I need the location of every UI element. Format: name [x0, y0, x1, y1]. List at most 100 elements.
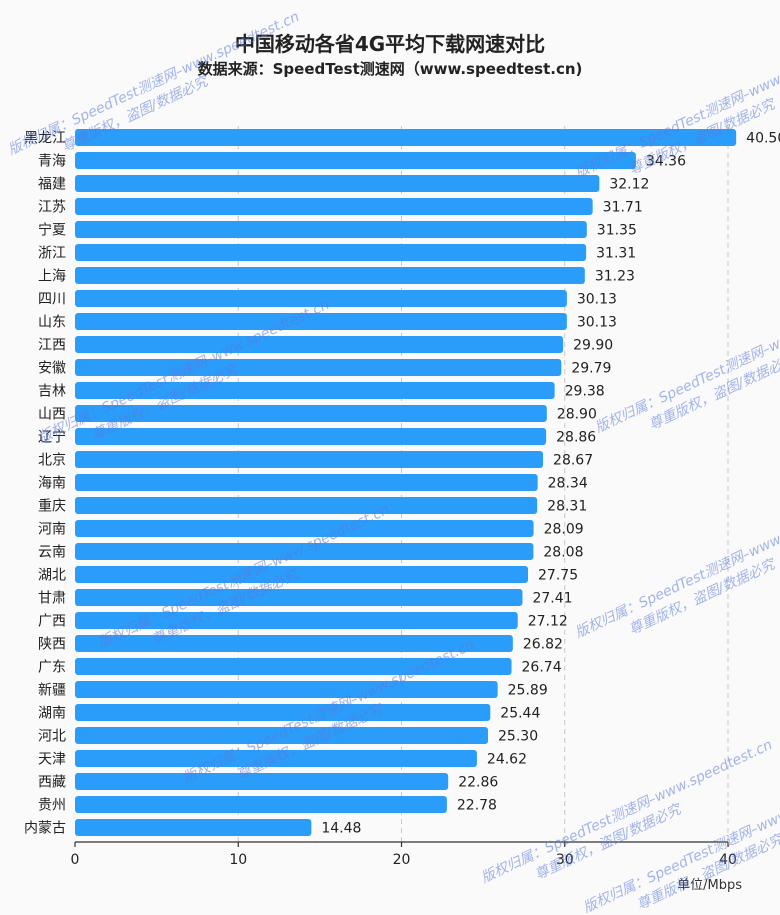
value-label: 30.13	[577, 315, 617, 331]
x-tick-label: 10	[229, 852, 247, 868]
value-label: 31.23	[595, 269, 635, 285]
value-label: 28.08	[543, 545, 583, 561]
value-label: 29.90	[573, 338, 613, 354]
bar	[75, 336, 564, 353]
value-label: 30.13	[577, 292, 617, 308]
x-tick-label: 0	[71, 852, 80, 868]
category-label: 山东	[38, 315, 66, 331]
bar	[75, 819, 312, 836]
category-label: 江苏	[38, 200, 66, 216]
bar	[75, 359, 562, 376]
value-label: 14.48	[321, 821, 361, 837]
category-label: 浙江	[38, 246, 66, 262]
chart-subtitle: 数据来源：SpeedTest测速网（www.speedtest.cn)	[197, 60, 583, 78]
value-label: 28.67	[553, 453, 593, 469]
value-label: 26.74	[522, 660, 562, 676]
value-label: 28.31	[547, 499, 587, 515]
category-label: 云南	[38, 545, 66, 561]
chart-title: 中国移动各省4G平均下载网速对比	[234, 32, 546, 56]
category-label: 北京	[38, 453, 66, 469]
value-label: 24.62	[487, 752, 527, 768]
category-label: 西藏	[38, 775, 66, 791]
bar	[75, 152, 636, 169]
value-label: 27.12	[528, 614, 568, 630]
category-label: 河南	[38, 522, 66, 538]
bar	[75, 382, 555, 399]
bar	[75, 221, 587, 238]
x-tick-label: 40	[719, 852, 737, 868]
category-label: 宁夏	[38, 222, 66, 239]
category-label: 福建	[38, 177, 66, 193]
category-label: 河北	[38, 729, 66, 745]
bar	[75, 750, 477, 767]
unit-label: 单位/Mbps	[677, 878, 742, 893]
x-tick-label: 30	[556, 852, 574, 868]
bar	[75, 451, 544, 468]
value-label: 22.78	[457, 798, 497, 814]
value-label: 34.36	[646, 154, 686, 170]
bar	[75, 704, 491, 721]
category-label: 海南	[38, 476, 66, 492]
bar	[75, 497, 538, 514]
bars	[75, 129, 737, 836]
bar	[75, 681, 498, 698]
value-label: 28.90	[557, 407, 597, 423]
labels: 黑龙江 40.50 青海 34.36 福建 32.12 江苏 31.71 宁夏 31.35 浙江 31…	[24, 131, 780, 837]
category-label: 广东	[38, 660, 66, 676]
value-label: 27.41	[532, 591, 572, 607]
value-label: 32.12	[609, 177, 649, 193]
bar	[75, 290, 567, 307]
value-label: 28.86	[556, 430, 596, 446]
category-label: 江西	[38, 338, 66, 354]
category-label: 四川	[38, 292, 66, 308]
bar	[75, 244, 587, 261]
value-label: 29.38	[565, 384, 605, 400]
value-label: 25.30	[498, 729, 538, 745]
x-axis: 0 10 20 30 40	[71, 841, 737, 868]
category-label: 重庆	[38, 499, 66, 515]
bar	[75, 267, 585, 284]
bar	[75, 635, 513, 652]
bar	[75, 198, 593, 215]
category-label: 甘肃	[38, 591, 66, 607]
category-label: 广西	[38, 614, 66, 630]
category-label: 吉林	[38, 384, 66, 400]
value-label: 29.79	[571, 361, 611, 377]
value-label: 40.50	[746, 131, 780, 147]
value-label: 31.31	[596, 246, 636, 262]
category-label: 上海	[38, 269, 66, 285]
bar	[75, 474, 538, 491]
category-label: 内蒙古	[24, 821, 66, 837]
value-label: 28.34	[548, 476, 588, 492]
bar	[75, 175, 600, 192]
category-label: 陕西	[38, 637, 66, 653]
bar	[75, 313, 567, 330]
value-label: 26.82	[523, 637, 563, 653]
category-label: 新疆	[38, 683, 66, 699]
x-tick-label: 20	[393, 852, 411, 868]
category-label: 黑龙江	[24, 131, 66, 147]
category-label: 山西	[38, 407, 66, 423]
bar	[75, 727, 489, 744]
bar	[75, 543, 534, 560]
bar	[75, 428, 547, 445]
value-label: 25.89	[508, 683, 548, 699]
bar	[75, 566, 529, 583]
bar	[75, 612, 518, 629]
value-label: 28.09	[544, 522, 584, 538]
category-label: 湖北	[38, 568, 66, 584]
value-label: 31.35	[597, 223, 637, 239]
value-label: 22.86	[458, 775, 498, 791]
value-label: 25.44	[500, 706, 540, 722]
bar	[75, 589, 523, 606]
category-label: 贵州	[38, 798, 66, 814]
value-label: 27.75	[538, 568, 578, 584]
bar	[75, 405, 547, 422]
category-label: 湖南	[38, 706, 66, 722]
category-label: 安徽	[38, 361, 66, 377]
bar	[75, 658, 512, 675]
bar	[75, 129, 737, 146]
category-label: 辽宁	[38, 429, 66, 446]
bar	[75, 773, 449, 790]
